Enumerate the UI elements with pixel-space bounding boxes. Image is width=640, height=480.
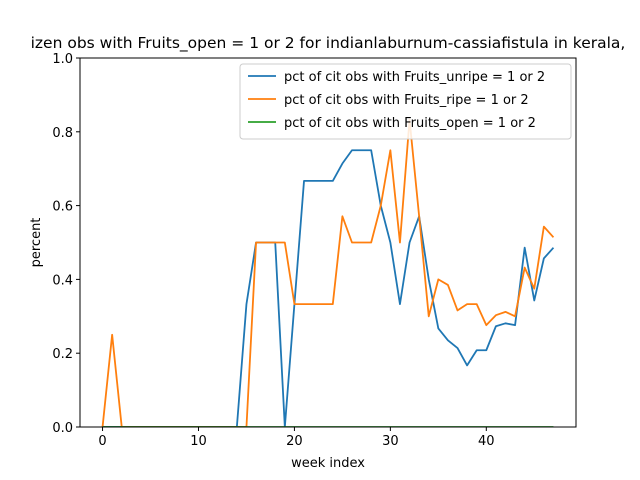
y-tick-label: 0.6 <box>52 200 73 215</box>
y-tick-label: 0.0 <box>52 421 73 436</box>
x-tick-label: 40 <box>478 434 495 449</box>
legend-box <box>239 63 572 140</box>
x-tick-label: 0 <box>98 434 106 449</box>
series-line-1 <box>102 149 555 427</box>
legend: pct of cit obs with Fruits_unripe = 1 or… <box>239 63 572 140</box>
legend-label-2: pct of cit obs with Fruits_ripe = 1 or 2 <box>284 93 529 108</box>
x-tick-label: 20 <box>286 434 303 449</box>
legend-label-1: pct of cit obs with Fruits_unripe = 1 or… <box>284 70 545 85</box>
y-axis-label: percent <box>29 218 44 268</box>
x-axis-label: week index <box>291 456 365 471</box>
y-tick-label: 0.8 <box>52 126 73 141</box>
plot-frame <box>79 57 577 428</box>
chart-title: izen obs with Fruits_open = 1 or 2 for i… <box>31 34 626 53</box>
legend-label-3: pct of cit obs with Fruits_open = 1 or 2 <box>284 116 536 131</box>
y-tick-label: 0.4 <box>52 273 73 288</box>
series-line-2 <box>101 118 555 427</box>
x-tick-label: 10 <box>190 434 207 449</box>
y-tick-label: 0.2 <box>52 347 73 362</box>
y-tick-label: 1.0 <box>52 52 73 67</box>
x-tick-label: 30 <box>382 434 399 449</box>
